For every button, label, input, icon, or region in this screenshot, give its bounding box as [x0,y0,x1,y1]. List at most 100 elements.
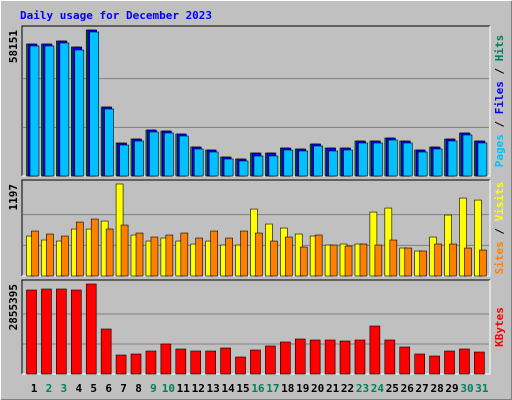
bar [309,339,321,375]
x-tick-label: 19 [296,382,309,395]
x-tick-label: 16 [251,382,265,395]
bar [399,346,411,375]
bar [46,233,54,277]
bar [374,244,383,277]
x-tick-label: 15 [236,382,249,395]
bar [135,232,144,277]
bar [130,353,142,375]
legend-separator: / [493,61,506,81]
bar [369,211,378,277]
bar [464,247,472,277]
x-tick-label: 28 [430,382,443,395]
x-tick-label: 9 [150,382,157,395]
bar [235,356,246,375]
x-tick-label: 24 [371,382,385,395]
bar [74,49,85,177]
bar [250,349,261,375]
y-tick-label: 1197 [7,184,20,211]
bar [160,343,172,375]
bar [404,247,413,277]
bar [240,230,248,277]
bar [283,149,294,177]
x-tick-label: 25 [386,382,399,395]
bar [434,243,442,277]
bar [190,350,202,375]
y-tick-label: 58151 [7,30,20,63]
bar [134,140,144,177]
bar [180,232,189,277]
x-tick-label: 12 [192,382,205,395]
bar [100,328,112,375]
bar [268,155,279,177]
bar [120,224,129,277]
bar [238,160,249,177]
bar [44,45,55,177]
bar [419,250,427,277]
bar [444,350,455,375]
bar [459,348,470,375]
x-tick-label: 21 [326,382,340,395]
bar [210,230,218,277]
bar [324,339,336,375]
bar [294,338,306,375]
bar [314,234,323,277]
legend-entry: KBytes [493,307,506,347]
x-tick-label: 6 [105,382,112,395]
bar [165,234,174,277]
bar [193,148,204,177]
x-tick-label: 23 [356,382,369,395]
bar [344,245,353,277]
x-tick-label: 17 [266,382,279,395]
bar [31,230,39,277]
bar [285,236,293,277]
legend: KBytes [493,307,506,347]
bar [474,351,485,375]
bar [149,131,159,177]
panel-edge-dark [21,25,490,176]
bar [402,142,413,177]
bar [343,149,353,177]
x-tick-label: 5 [90,382,97,395]
bar [145,350,157,375]
legend-entry: Files [493,81,506,114]
bar [255,232,263,277]
bar [150,236,159,277]
x-tick-label: 8 [135,382,142,395]
panel-edge-dark [21,279,490,374]
bar [61,235,69,277]
bar [474,199,482,277]
bar [313,145,323,177]
bar [479,249,487,277]
bar [280,341,291,375]
x-tick-label: 29 [445,382,458,395]
bar [477,142,488,177]
legend-entry: Pages [493,134,506,167]
bar [432,148,443,177]
bar [164,132,174,177]
bar [208,151,219,177]
bar [220,347,231,375]
legend-entry: Visits [493,182,506,222]
x-tick-label: 3 [61,382,68,395]
bar [225,237,233,277]
bar [115,354,127,375]
bar [105,228,114,277]
x-tick-label: 20 [311,382,324,395]
bar [429,355,440,375]
bar [179,135,189,177]
legend-separator: / [493,114,506,134]
bar [329,244,338,277]
bar [75,221,84,277]
bar [354,339,366,375]
bar [85,283,97,375]
bar [29,45,40,177]
bar [26,289,37,375]
x-tick-label: 7 [120,382,127,395]
legend-entry: Sites [493,241,506,274]
bar [447,140,458,177]
x-tick-label: 2 [46,382,53,395]
bar [449,243,457,277]
